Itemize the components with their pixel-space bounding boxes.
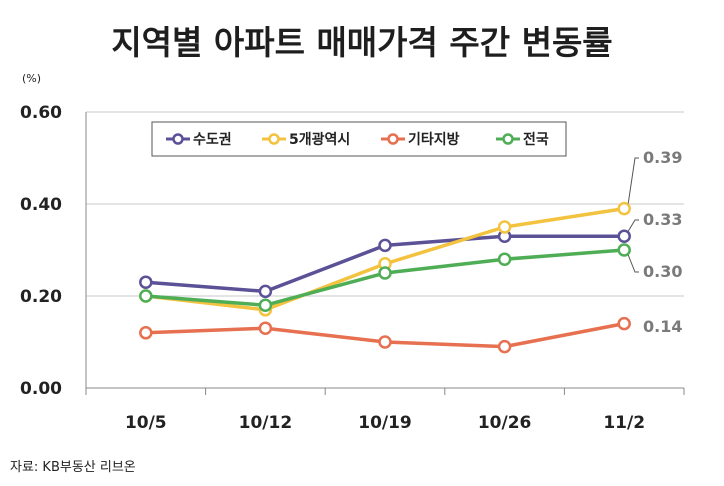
legend-swatch-marker: [172, 133, 184, 145]
data-point: [617, 243, 631, 257]
legend-item: 5개광역시: [262, 131, 350, 148]
series-1: [139, 229, 631, 299]
data-point: [617, 201, 631, 216]
data-point: [497, 220, 512, 234]
data-point: [497, 339, 512, 354]
series-group: [139, 201, 631, 354]
legend-label: 전국: [523, 131, 549, 148]
data-point: [378, 335, 392, 349]
x-tick-label: 10/5: [125, 413, 167, 433]
legend-label: 5개광역시: [289, 131, 350, 148]
end-value-label: 0.14: [643, 317, 682, 336]
axes: [85, 112, 685, 395]
leader-line: [627, 254, 639, 273]
x-tick-label: 10/12: [239, 413, 293, 433]
data-point: [139, 326, 153, 340]
legend-label: 수도권: [193, 132, 232, 148]
y-tick-label: 0.60: [20, 103, 62, 123]
data-point: [378, 238, 392, 253]
x-tick-label: 10/26: [478, 413, 532, 433]
legend-item: 전국: [496, 131, 549, 148]
legend-label: 기타지방: [408, 131, 460, 148]
source-note: 자료: KB부동산 리브온: [10, 460, 136, 475]
legend: 수도권 5개광역시 기타지방 전국: [151, 121, 567, 157]
x-axis-ticks: 10/5 10/12 10/19 10/26 11/2: [125, 413, 645, 433]
legend-swatch-marker: [268, 133, 280, 145]
end-value-label: 0.30: [643, 262, 682, 281]
series-2: [139, 201, 631, 317]
data-point: [258, 284, 273, 299]
data-point: [378, 266, 392, 280]
data-labels: 0.39 0.33 0.30 0.14: [643, 148, 682, 336]
series-4: [139, 243, 631, 312]
x-tick-label: 10/19: [358, 413, 412, 433]
end-value-label: 0.33: [643, 210, 682, 229]
y-tick-label: 0.00: [20, 379, 62, 399]
series-3: [139, 316, 631, 354]
grid-lines: [86, 111, 684, 297]
x-tick-label: 11/2: [603, 413, 645, 433]
y-axis-ticks: 0.00 0.20 0.40 0.60: [20, 103, 62, 399]
y-axis-unit: (%): [22, 72, 41, 85]
y-tick-label: 0.40: [20, 195, 62, 215]
end-value-label: 0.39: [643, 148, 682, 167]
data-point: [139, 275, 153, 289]
leader-line: [627, 157, 639, 204]
legend-swatch-marker: [502, 133, 514, 145]
data-point: [258, 298, 273, 312]
legend-item: 수도권: [166, 132, 232, 148]
data-point: [139, 289, 153, 303]
label-leader-lines: [627, 157, 639, 273]
leader-line: [627, 219, 639, 232]
y-tick-label: 0.20: [20, 287, 62, 307]
data-point: [497, 252, 512, 266]
data-point: [617, 316, 631, 331]
legend-swatch-marker: [387, 133, 399, 145]
chart-title: 지역별 아파트 매매가격 주간 변동률: [111, 23, 613, 62]
legend-item: 기타지방: [381, 131, 460, 148]
data-point: [617, 229, 631, 243]
data-point: [258, 321, 273, 335]
